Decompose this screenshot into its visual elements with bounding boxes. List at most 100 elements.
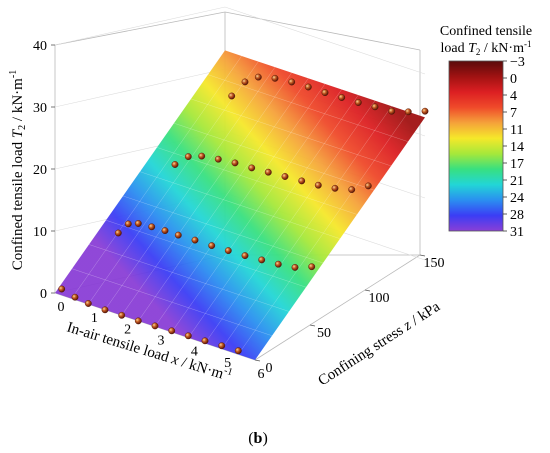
colorbar-title-line2: load T2 / kN·m-1 <box>441 39 532 57</box>
data-point <box>134 220 142 227</box>
z-tick-label: 30 <box>33 101 47 116</box>
data-point <box>371 103 379 111</box>
data-point <box>228 92 236 100</box>
data-point <box>171 161 179 168</box>
surface-mesh-line <box>204 100 376 344</box>
data-point <box>214 155 222 163</box>
surface-mesh-line <box>139 171 341 239</box>
y-tick-label: 100 <box>369 291 390 306</box>
colorbar-label: 31 <box>510 225 524 240</box>
x-tick-label: 0 <box>58 300 65 315</box>
data-point <box>404 108 412 116</box>
surface-mesh-line <box>71 268 273 336</box>
data-point <box>281 173 289 180</box>
z-tick-label: 10 <box>33 225 47 240</box>
y-axis-ticks: 0 50 100 150 <box>254 254 445 376</box>
data-point <box>321 89 329 97</box>
colorbar-label: −3 <box>510 55 525 70</box>
x-tick-label: 3 <box>158 334 165 349</box>
colorbar-label: 24 <box>510 191 524 206</box>
data-point <box>101 306 109 314</box>
z-axis-ticks: 0 10 20 30 40 <box>33 39 55 302</box>
surface-mesh-line <box>238 111 409 355</box>
data-point <box>241 78 249 86</box>
surface-mesh-line <box>88 244 290 312</box>
surface-mesh-line <box>171 89 342 333</box>
surface-mesh-line <box>121 72 292 316</box>
grid-line <box>54 6 426 75</box>
x-axis-ticks: 0 1 2 3 4 5 6 <box>58 300 265 382</box>
data-point <box>168 327 176 335</box>
data-point <box>248 164 256 172</box>
data-point <box>71 293 79 301</box>
data-point <box>124 220 132 228</box>
surface-mesh-line <box>122 195 324 264</box>
data-point <box>218 342 226 350</box>
data-point <box>231 159 239 167</box>
colorbar-label: 4 <box>510 89 517 104</box>
panel-label: (b) <box>248 430 268 447</box>
surface-mesh-line <box>207 74 409 142</box>
data-point <box>298 177 306 185</box>
data-point <box>304 83 312 91</box>
data-point <box>264 168 272 176</box>
colorbar-label: 11 <box>510 123 523 138</box>
colorbar-label: 17 <box>510 157 524 172</box>
data-point <box>421 107 429 115</box>
data-point <box>161 227 169 235</box>
data-point <box>84 300 92 307</box>
data-point <box>348 186 356 194</box>
y-tick-label: 50 <box>317 326 331 341</box>
colorbar-label: 14 <box>510 140 524 155</box>
data-point <box>191 236 199 244</box>
surface-mesh-line <box>71 55 242 299</box>
colorbar-label: 21 <box>510 174 524 189</box>
data-point <box>308 263 316 271</box>
data-point <box>234 347 242 355</box>
y-tick-label: 150 <box>424 256 445 271</box>
data-point <box>274 260 282 268</box>
y-axis-title: Confining stress z / kPa <box>315 299 443 390</box>
x-tick-label: 1 <box>91 311 98 326</box>
surface-mesh-line <box>138 78 309 322</box>
z-tick-label: 40 <box>33 39 47 54</box>
surface-mesh-line <box>221 106 392 349</box>
data-point <box>388 107 396 115</box>
data-point <box>151 322 159 330</box>
surface-mesh-line <box>88 61 259 305</box>
surface-mesh-line <box>190 98 392 167</box>
data-point <box>331 184 339 192</box>
y-tick-label: 0 <box>266 361 273 376</box>
y-tick-mark <box>364 289 371 292</box>
x-tick-label: 6 <box>258 367 265 382</box>
x-tick-label: 5 <box>224 356 231 371</box>
data-point <box>288 78 296 86</box>
data-point <box>134 317 142 325</box>
data-point <box>354 99 362 106</box>
data-point <box>201 337 209 345</box>
colorbar: Confined tensile load T2 / kN·m-1 −3 0 4 7 1… <box>440 24 532 240</box>
colorbar-label: 0 <box>510 72 517 87</box>
surface-mesh-line <box>105 219 307 288</box>
surface <box>55 50 425 361</box>
data-point <box>338 94 346 101</box>
data-point <box>58 285 66 293</box>
surface-mesh-line <box>188 94 359 338</box>
surface-mesh-line <box>104 67 276 310</box>
data-point <box>148 223 156 231</box>
z-tick-label: 20 <box>33 163 47 178</box>
colorbar-title-line1: Confined tensile <box>440 24 532 39</box>
x-tick-label: 2 <box>124 322 131 337</box>
data-point <box>291 263 299 271</box>
data-point <box>184 153 192 161</box>
y-tick-mark <box>309 324 316 327</box>
data-point <box>258 256 266 264</box>
colorbar-label: 28 <box>510 208 524 223</box>
data-point <box>254 73 262 81</box>
colorbar-labels: −3 0 4 7 11 14 17 21 24 28 31 <box>503 55 525 240</box>
data-point <box>271 74 279 82</box>
y-tick-mark <box>254 359 261 362</box>
data-point <box>224 247 232 255</box>
z-tick-label: 0 <box>40 287 47 302</box>
